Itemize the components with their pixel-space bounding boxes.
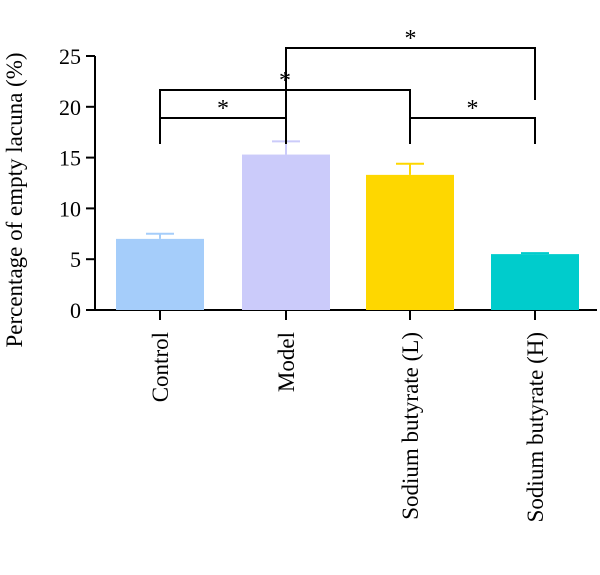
significance-bracket: [285, 47, 536, 118]
y-tick-label: 10: [59, 196, 81, 221]
bars: Control Model Sodium butyrate (L) Sodium bu…: [116, 140, 579, 522]
significance-bracket: [409, 117, 536, 144]
category-label: Model: [274, 332, 299, 392]
y-axis-title: Percentage of empty lacuna (%): [2, 52, 27, 347]
y-tick-label: 0: [70, 298, 81, 323]
category-label: Sodium butyrate (L): [398, 332, 423, 520]
bar: [116, 238, 204, 310]
category-label: Control: [148, 332, 173, 402]
bar: [242, 154, 330, 310]
category-label: Sodium butyrate (H): [523, 332, 548, 522]
significance-star: *: [405, 26, 417, 52]
y-tick-label: 15: [59, 146, 81, 171]
y-tick-label: 25: [59, 44, 81, 69]
y-tick-label: 5: [70, 247, 81, 272]
bar: [491, 254, 579, 310]
significance-brackets: ****: [159, 26, 536, 144]
significance-star: *: [217, 96, 229, 122]
significance-star: *: [467, 96, 479, 122]
y-tick-label: 20: [59, 95, 81, 120]
bar: [366, 174, 454, 310]
